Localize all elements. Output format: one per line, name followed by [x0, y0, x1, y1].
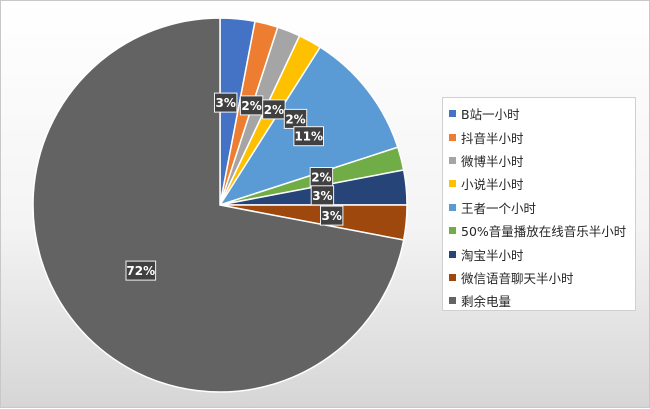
legend-item: 微博半小时: [449, 149, 635, 172]
data-label: 2%: [262, 99, 286, 120]
legend-item: 剩余电量: [449, 289, 635, 312]
legend-swatch: [449, 250, 456, 258]
data-label-text: 2%: [264, 103, 284, 117]
legend-item: 50%音量播放在线音乐半小时: [449, 219, 635, 242]
legend-swatch: [449, 180, 456, 188]
legend-swatch: [449, 227, 456, 235]
legend-label: 淘宝半小时: [461, 247, 524, 263]
data-label-text: 3%: [216, 96, 236, 110]
data-label-box: [214, 92, 238, 113]
data-label: 3%: [310, 185, 335, 206]
legend-item: 王者一个小时: [449, 196, 635, 219]
legend-item: 淘宝半小时: [449, 242, 635, 265]
legend-label: 王者一个小时: [461, 200, 537, 216]
data-label-text: 72%: [126, 264, 155, 278]
data-label: 3%: [214, 92, 238, 113]
data-label: 2%: [309, 167, 334, 187]
pie-slice: [218, 46, 399, 207]
pie-slice: [32, 17, 405, 393]
data-label: 11%: [293, 126, 324, 147]
data-label-text: 2%: [285, 112, 305, 126]
legend-item: 微信语音聊天半小时: [449, 266, 635, 289]
legend-item: 小说半小时: [449, 172, 635, 195]
data-label: 2%: [283, 108, 308, 129]
data-label-text: 2%: [311, 171, 331, 185]
data-label-box: [293, 126, 324, 147]
data-label-text: 2%: [241, 99, 261, 113]
legend-swatch: [449, 110, 456, 118]
data-label: 72%: [125, 260, 157, 281]
data-label-text: 11%: [294, 130, 323, 144]
legend: B站一小时抖音半小时微博半小时小说半小时王者一个小时 50%音量播放在线音乐半小时…: [442, 97, 636, 311]
data-label: 2%: [239, 95, 264, 116]
legend-label: 抖音半小时: [461, 130, 524, 146]
data-label-text: 3%: [322, 209, 342, 223]
legend-label: 剩余电量: [461, 294, 512, 310]
data-label-box: [320, 205, 344, 226]
legend-swatch: [449, 133, 456, 141]
legend-label: B站一小时: [461, 107, 520, 123]
legend-label: 微信语音聊天半小时: [461, 270, 574, 286]
legend-swatch: [449, 273, 456, 281]
data-label-text: 3%: [312, 189, 332, 203]
data-label-box: [310, 185, 335, 206]
legend-label: 50%音量播放在线音乐半小时: [461, 224, 627, 240]
legend-item: 抖音半小时: [449, 125, 635, 148]
legend-swatch: [449, 297, 456, 305]
legend-swatch: [449, 203, 456, 211]
legend-label: 小说半小时: [461, 177, 524, 193]
legend-label: 微博半小时: [461, 153, 524, 169]
data-label: 3%: [320, 205, 344, 226]
legend-swatch: [449, 156, 456, 164]
data-label-box: [125, 260, 157, 281]
legend-item: B站一小时: [449, 102, 635, 125]
